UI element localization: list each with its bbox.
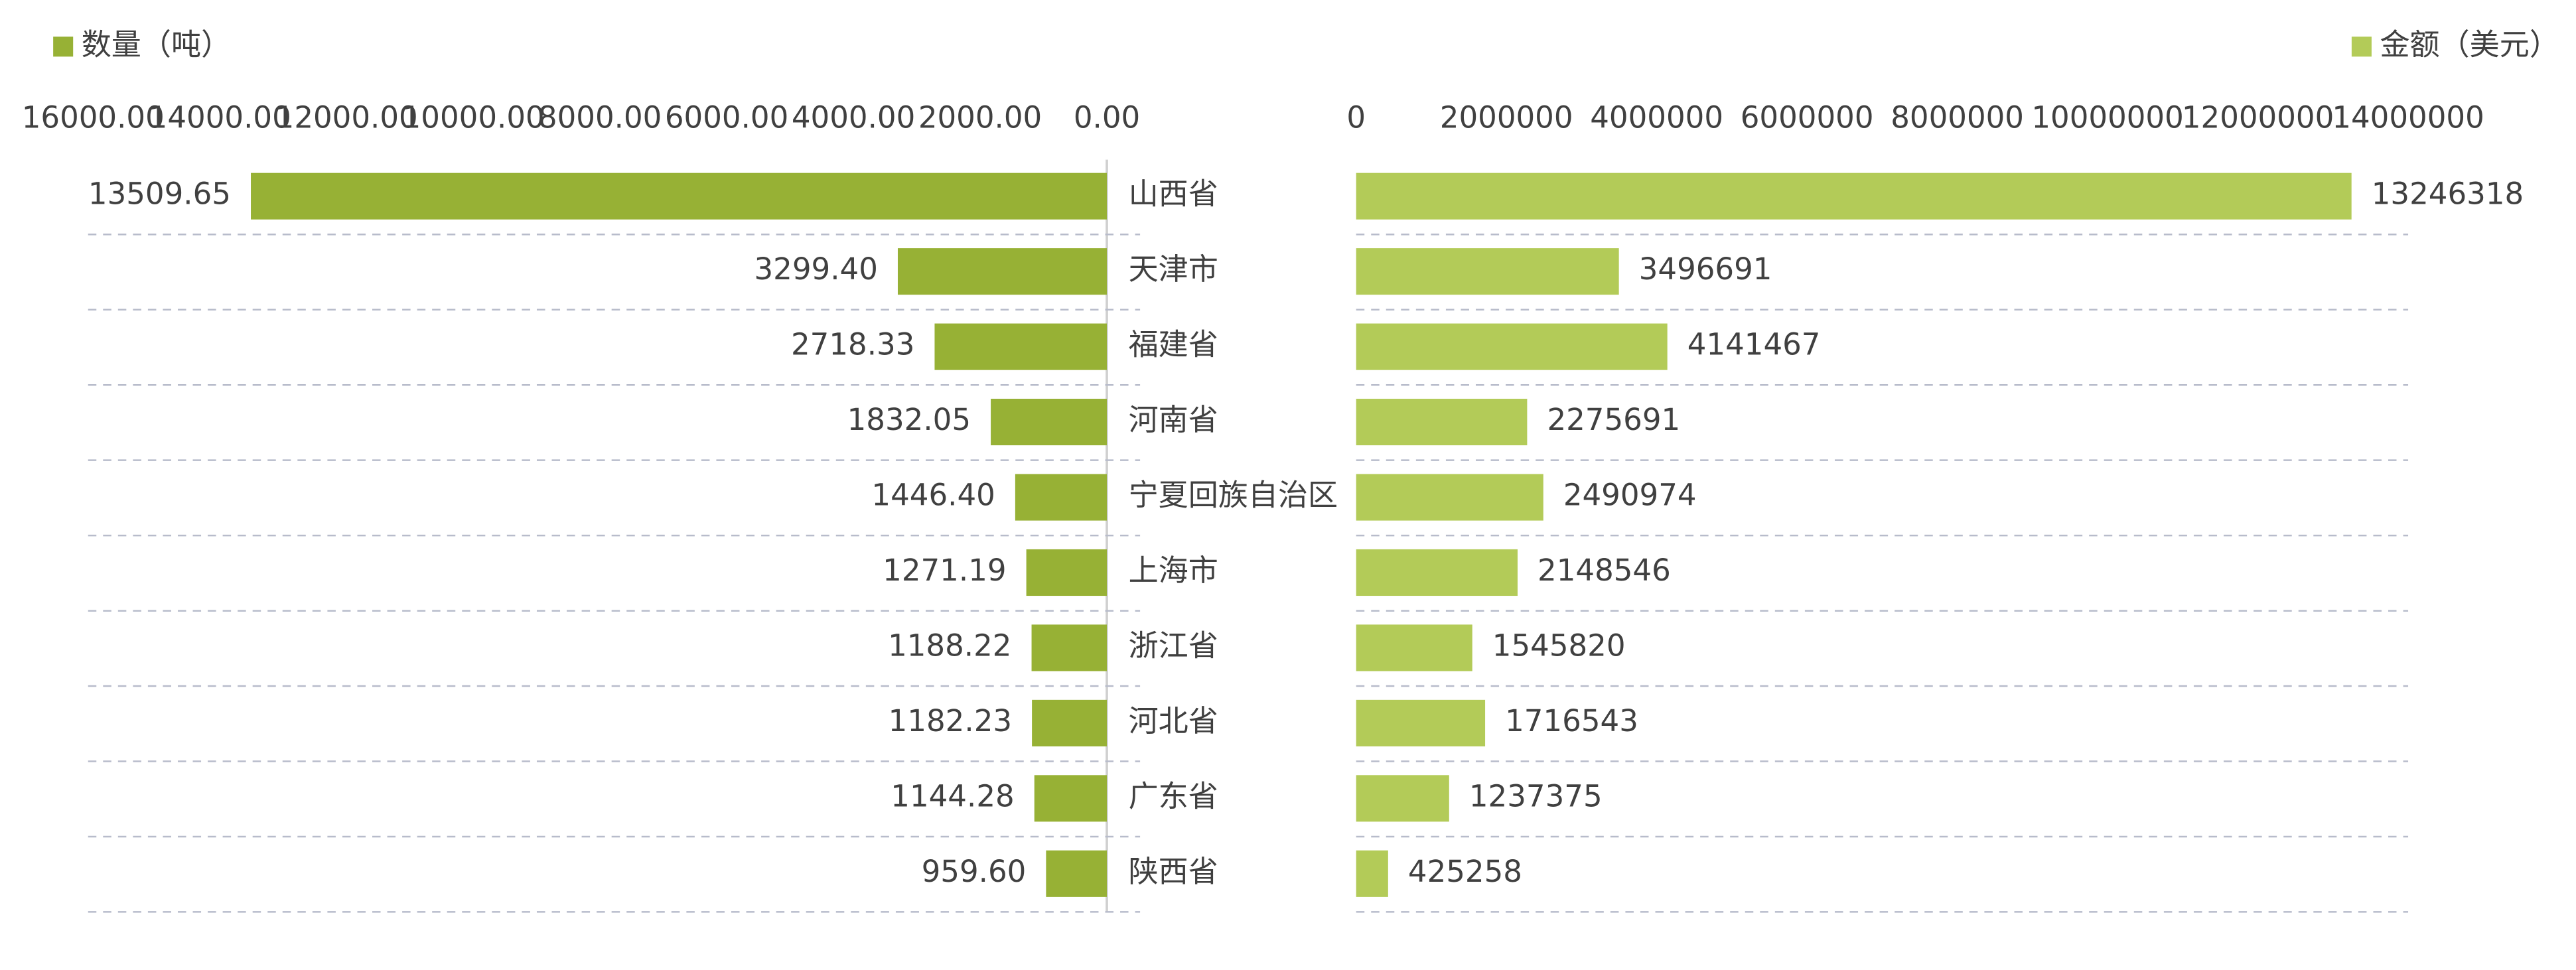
bar bbox=[1356, 323, 1668, 370]
category-label: 河北省 bbox=[1129, 703, 1218, 738]
value-label: 2275691 bbox=[1547, 402, 1680, 437]
bar bbox=[1356, 775, 1449, 822]
bar bbox=[1356, 173, 2352, 220]
x-tick-label: 8000.00 bbox=[538, 100, 662, 135]
value-label: 1271.19 bbox=[883, 553, 1006, 588]
x-tick-label: 6000000 bbox=[1741, 100, 1874, 135]
value-label: 3496691 bbox=[1639, 251, 1772, 287]
x-tick-label: 4000.00 bbox=[792, 100, 915, 135]
x-tick-label: 8000000 bbox=[1891, 100, 2024, 135]
value-label: 959.60 bbox=[922, 854, 1027, 889]
value-label: 2148546 bbox=[1538, 553, 1671, 588]
value-label: 1188.22 bbox=[888, 628, 1011, 663]
x-tick-label: 4000000 bbox=[1590, 100, 1723, 135]
value-label: 1182.23 bbox=[889, 703, 1012, 738]
legend-label: 数量（吨） bbox=[82, 27, 231, 62]
bar bbox=[1026, 549, 1108, 596]
value-label: 1832.05 bbox=[847, 402, 971, 437]
legend-swatch bbox=[2351, 36, 2372, 57]
bar bbox=[1356, 399, 1528, 446]
category-label: 天津市 bbox=[1129, 251, 1218, 287]
bar bbox=[251, 173, 1108, 220]
value-label: 2718.33 bbox=[791, 327, 914, 362]
bar bbox=[1356, 624, 1472, 671]
bar bbox=[1356, 474, 1543, 521]
x-tick-label: 0.00 bbox=[1074, 100, 1140, 135]
bar bbox=[1356, 850, 1388, 897]
x-tick-label: 14000.00 bbox=[149, 100, 291, 135]
value-label: 13246318 bbox=[2372, 176, 2524, 212]
bar bbox=[991, 399, 1108, 446]
value-label: 3299.40 bbox=[754, 251, 877, 287]
category-label: 宁夏回族自治区 bbox=[1129, 478, 1338, 513]
value-label: 1716543 bbox=[1505, 703, 1638, 738]
category-label: 陕西省 bbox=[1129, 854, 1218, 889]
category-label: 河南省 bbox=[1129, 402, 1218, 437]
value-label: 13509.65 bbox=[88, 176, 231, 212]
legend-label: 金额（美元） bbox=[2380, 27, 2559, 62]
x-tick-label: 14000000 bbox=[2332, 100, 2484, 135]
bar bbox=[897, 248, 1108, 295]
x-tick-label: 2000000 bbox=[1440, 100, 1573, 135]
value-label: 4141467 bbox=[1687, 327, 1821, 362]
value-label: 1545820 bbox=[1492, 628, 1626, 663]
x-tick-label: 12000.00 bbox=[275, 100, 418, 135]
bar bbox=[1032, 699, 1108, 746]
category-label: 广东省 bbox=[1129, 778, 1218, 813]
category-label: 福建省 bbox=[1129, 327, 1218, 362]
bar bbox=[1034, 775, 1108, 822]
bar bbox=[1356, 549, 1518, 596]
value-label: 1144.28 bbox=[891, 778, 1014, 813]
category-label: 浙江省 bbox=[1129, 628, 1218, 663]
bar bbox=[1015, 474, 1108, 521]
x-tick-label: 0 bbox=[1346, 100, 1366, 135]
value-label: 1446.40 bbox=[871, 478, 995, 513]
legend-swatch bbox=[53, 36, 74, 57]
x-tick-label: 10000000 bbox=[2031, 100, 2183, 135]
x-tick-label: 10000.00 bbox=[402, 100, 545, 135]
bar bbox=[1031, 624, 1108, 671]
bar bbox=[1356, 699, 1486, 746]
bar bbox=[934, 323, 1108, 370]
x-tick-label: 16000.00 bbox=[22, 100, 165, 135]
x-tick-label: 6000.00 bbox=[665, 100, 788, 135]
x-tick-label: 12000000 bbox=[2182, 100, 2334, 135]
bar bbox=[1356, 248, 1619, 295]
category-label: 山西省 bbox=[1129, 176, 1218, 212]
x-tick-label: 2000.00 bbox=[918, 100, 1042, 135]
value-label: 425258 bbox=[1408, 854, 1522, 889]
value-label: 2490974 bbox=[1563, 478, 1697, 513]
bar bbox=[1046, 850, 1108, 897]
category-label: 上海市 bbox=[1129, 553, 1218, 588]
value-label: 1237375 bbox=[1469, 778, 1603, 813]
